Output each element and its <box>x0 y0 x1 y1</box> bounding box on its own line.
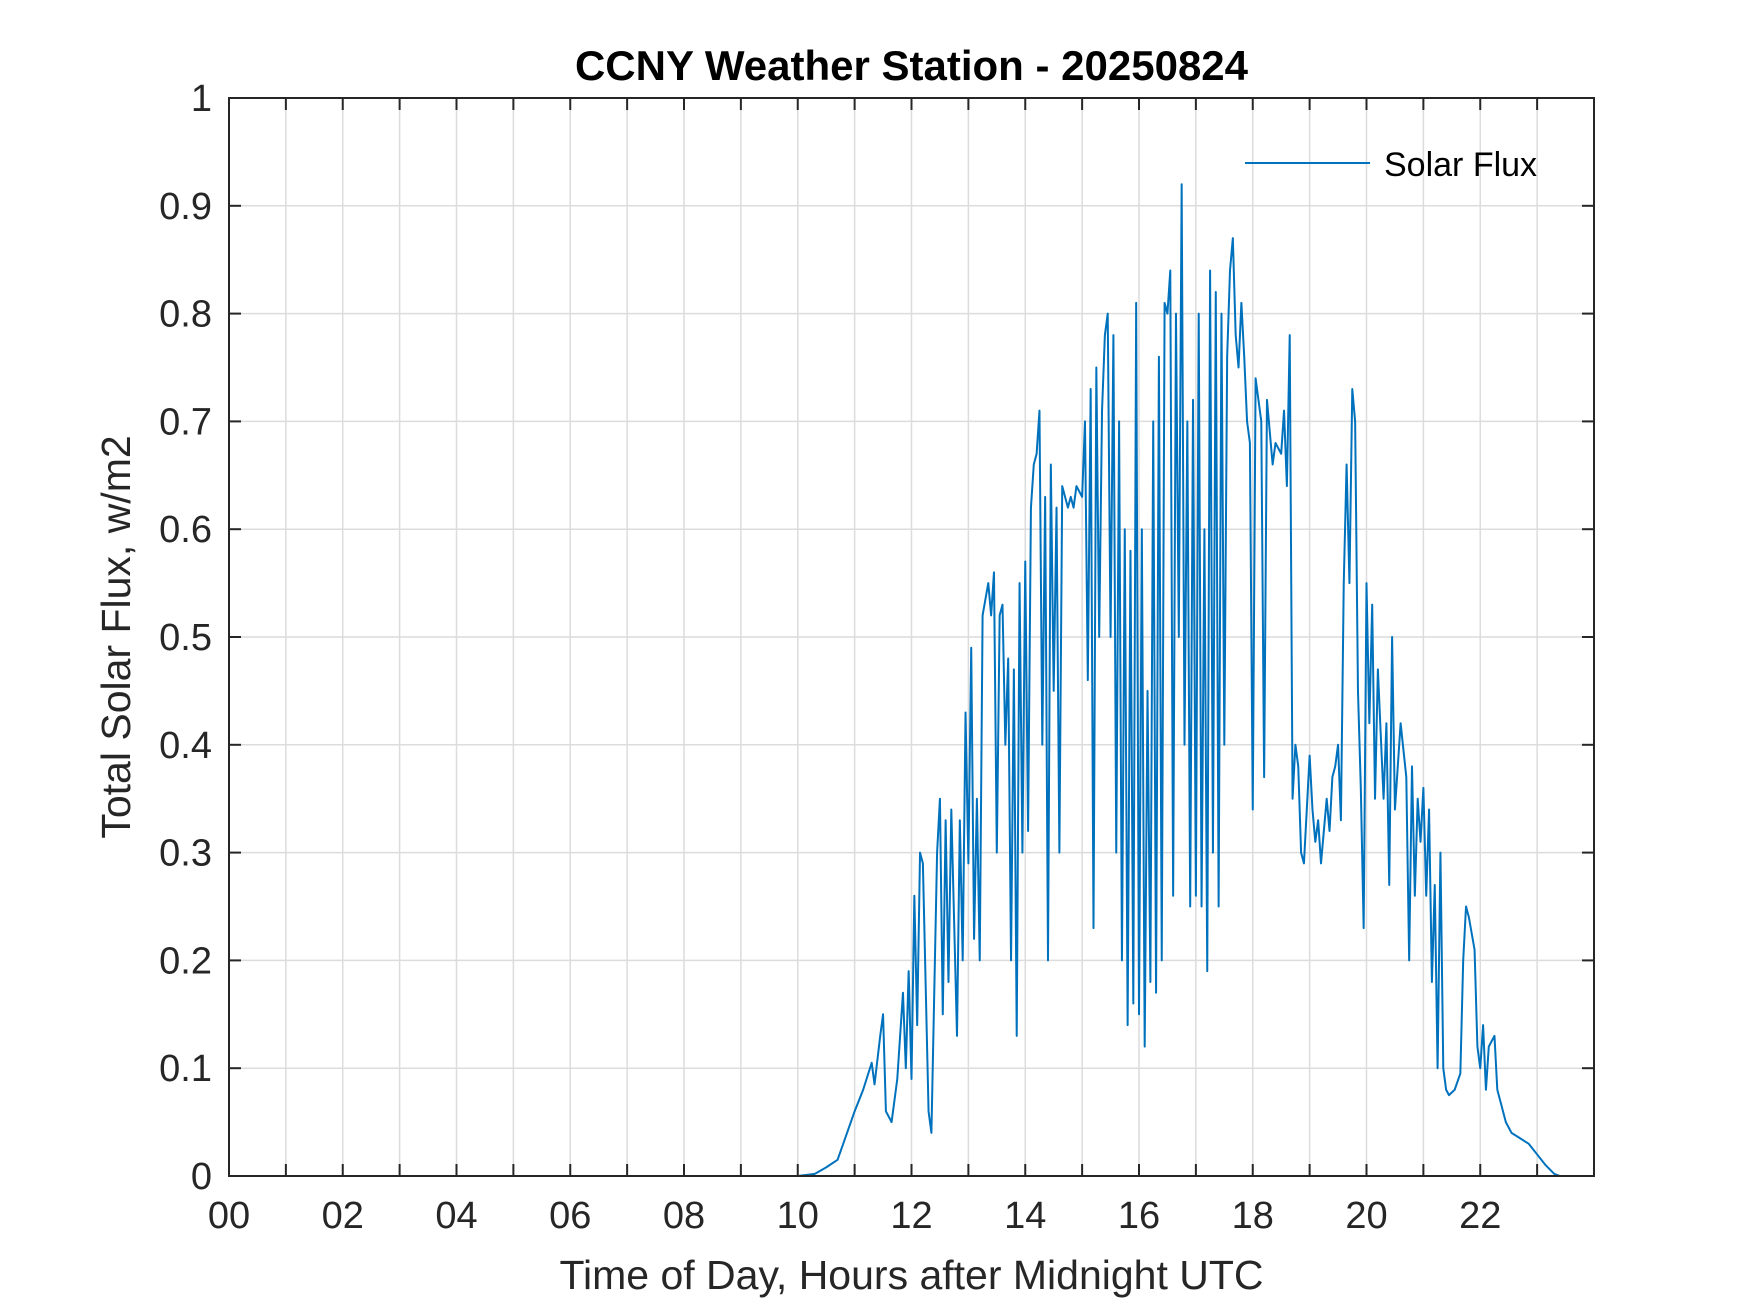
x-tick-label: 06 <box>549 1195 591 1237</box>
legend: Solar Flux <box>1245 146 1537 184</box>
legend-label-solar-flux: Solar Flux <box>1384 146 1537 184</box>
y-tick-label: 0.6 <box>159 509 212 551</box>
x-tick-label: 02 <box>322 1195 364 1237</box>
x-tick-label: 14 <box>1004 1195 1046 1237</box>
axis-ticks: 00 02 04 06 08 10 12 14 16 18 20 22 0 0.1 0.2 0.3 0.4 0.5… <box>159 78 1595 1237</box>
grid-lines <box>229 98 1594 1176</box>
series-layer <box>229 183 1594 1177</box>
series-line-solar-flux <box>229 183 1594 1177</box>
x-tick-label: 18 <box>1232 1195 1274 1237</box>
y-tick-label: 0.5 <box>159 617 212 659</box>
x-tick-label: 04 <box>435 1195 477 1237</box>
x-tick-label: 12 <box>890 1195 932 1237</box>
x-tick-label: 08 <box>663 1195 705 1237</box>
y-tick-label: 1 <box>191 78 212 120</box>
x-tick-label: 00 <box>208 1195 250 1237</box>
y-axis-label: Total Solar Flux, w/m2 <box>93 435 139 838</box>
chart-title: CCNY Weather Station - 20250824 <box>575 42 1249 89</box>
x-tick-label: 20 <box>1345 1195 1387 1237</box>
y-tick-label: 0.7 <box>159 401 212 443</box>
x-tick-label: 10 <box>777 1195 819 1237</box>
y-tick-label: 0.1 <box>159 1048 212 1090</box>
y-tick-label: 0.9 <box>159 186 212 228</box>
x-tick-label: 22 <box>1459 1195 1501 1237</box>
y-tick-label: 0.3 <box>159 833 212 875</box>
y-tick-label: 0.2 <box>159 940 212 982</box>
x-tick-label: 16 <box>1118 1195 1160 1237</box>
x-axis-label: Time of Day, Hours after Midnight UTC <box>559 1252 1263 1298</box>
y-tick-label: 0.4 <box>159 725 212 767</box>
y-tick-label: 0.8 <box>159 294 212 336</box>
y-tick-label: 0 <box>191 1156 212 1198</box>
